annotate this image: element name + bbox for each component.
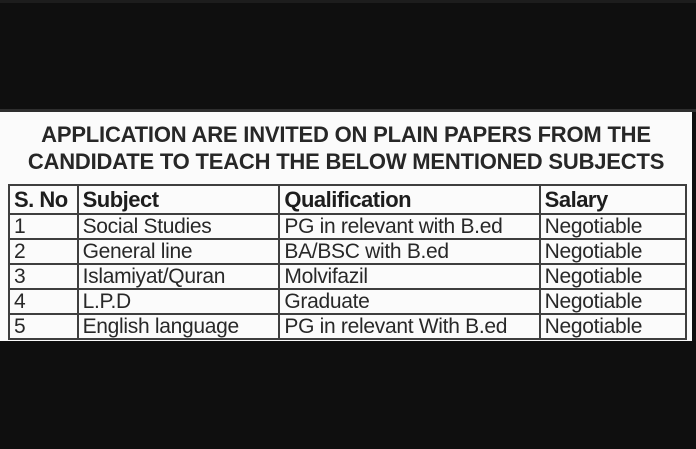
cell-subject: Islamiyat/Quran [76, 263, 281, 290]
cell-qualification: PG in relevant With B.ed [278, 313, 541, 340]
letterbox-edge-right [692, 112, 696, 341]
cell-salary: Negotiable [538, 263, 688, 290]
column-header-sno: S. No [8, 184, 79, 215]
cell-sno: 4 [8, 288, 79, 315]
column-header-subject: Subject [76, 184, 281, 215]
notice-paper: APPLICATION ARE INVITED ON PLAIN PAPERS … [0, 112, 696, 341]
cell-subject: Social Studies [76, 213, 281, 240]
column-header-salary: Salary [538, 184, 688, 215]
cell-subject: L.P.D [76, 288, 281, 315]
cell-sno: 2 [8, 238, 79, 265]
cell-sno: 5 [8, 313, 79, 340]
cell-salary: Negotiable [538, 313, 688, 340]
column-header-qualification: Qualification [278, 184, 541, 215]
bar-edge-highlight [0, 109, 696, 112]
cell-qualification: BA/BSC with B.ed [278, 238, 541, 265]
table-row: 5 English language PG in relevant With B… [8, 313, 688, 340]
notice-title: APPLICATION ARE INVITED ON PLAIN PAPERS … [0, 121, 692, 175]
letterbox-bar-bottom [0, 341, 696, 449]
cell-salary: Negotiable [538, 213, 688, 240]
cell-qualification: Molvifazil [278, 263, 541, 290]
table-row: 3 Islamiyat/Quran Molvifazil Negotiable [8, 263, 688, 290]
table-row: 4 L.P.D Graduate Negotiable [8, 288, 688, 315]
subjects-table: S. No Subject Qualification Salary 1 Soc… [8, 184, 688, 340]
table-row: 2 General line BA/BSC with B.ed Negotiab… [8, 238, 688, 265]
table-row: 1 Social Studies PG in relevant with B.e… [8, 213, 688, 240]
cell-sno: 3 [8, 263, 79, 290]
cell-salary: Negotiable [538, 288, 688, 315]
cell-sno: 1 [8, 213, 79, 240]
letterbox-bar-top [0, 0, 696, 112]
notice-title-line-1: APPLICATION ARE INVITED ON PLAIN PAPERS … [41, 122, 651, 147]
cell-salary: Negotiable [538, 238, 688, 265]
cell-qualification: Graduate [278, 288, 541, 315]
notice-title-line-2: CANDIDATE TO TEACH THE BELOW MENTIONED S… [27, 149, 665, 174]
cell-subject: English language [76, 313, 281, 340]
cell-qualification: PG in relevant with B.ed [278, 213, 541, 240]
cell-subject: General line [76, 238, 281, 265]
table-header-row: S. No Subject Qualification Salary [8, 184, 688, 215]
